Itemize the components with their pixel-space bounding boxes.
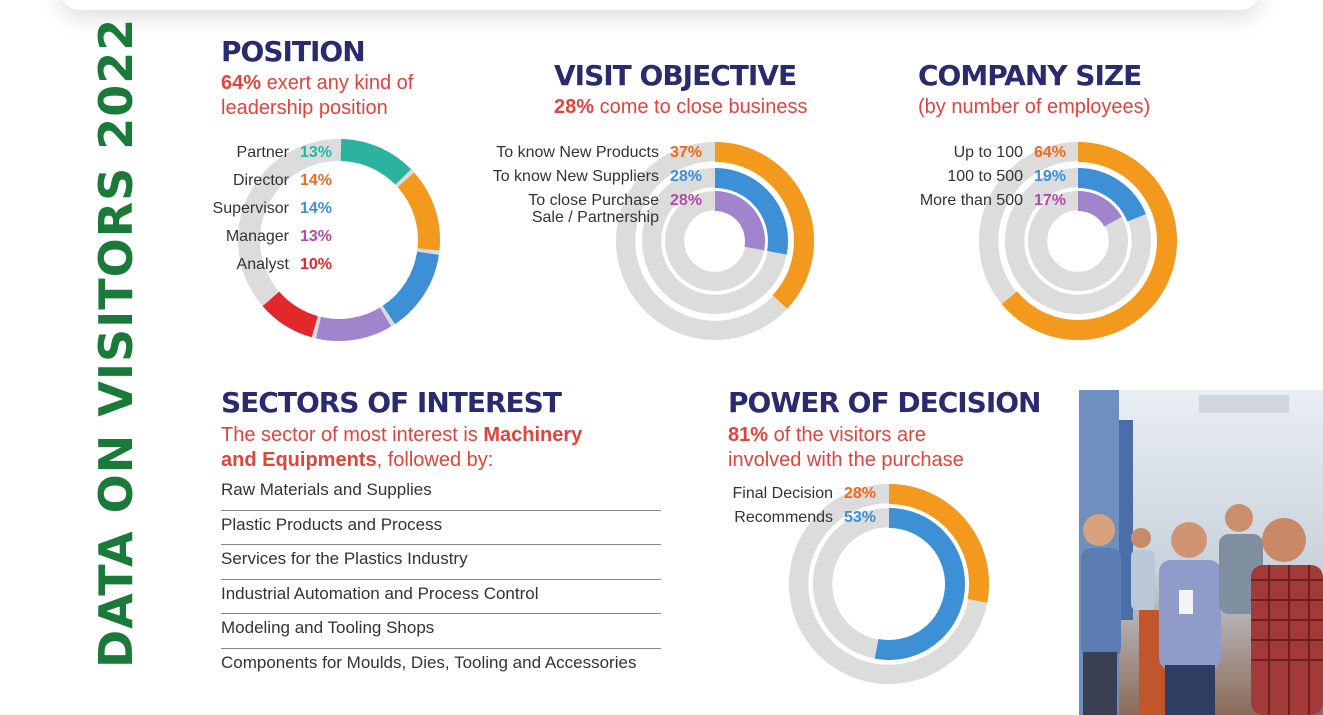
visit-objective-data-label-2: 28% bbox=[670, 192, 702, 209]
position-subtitle-line2: leadership position bbox=[221, 97, 388, 119]
visitors-photo-illustration bbox=[1079, 390, 1323, 715]
company-size-data-label-1: 19% bbox=[1034, 168, 1066, 185]
donut-slice-director bbox=[397, 172, 440, 251]
company-size-data-label-2: 17% bbox=[1034, 192, 1066, 209]
sectors-title: SECTORS OF INTEREST bbox=[221, 386, 562, 419]
donut-slice-analyst bbox=[262, 291, 319, 338]
data-label-supervisor: 14% bbox=[300, 200, 332, 217]
legend-label-director: Director bbox=[233, 172, 290, 189]
data-label-partner: 13% bbox=[300, 144, 332, 161]
power-of-decision-data-label-1: 53% bbox=[844, 509, 876, 526]
company-size-ring-0 bbox=[1001, 142, 1177, 340]
visit-objective-ring-1 bbox=[714, 168, 788, 255]
sectors-list: Raw Materials and Supplies Plastic Produ… bbox=[221, 476, 661, 683]
top-shadow-band bbox=[60, 0, 1260, 10]
power-of-decision-subtitle-line2: involved with the purchase bbox=[728, 449, 964, 471]
donut-slice-partner bbox=[340, 139, 412, 185]
list-item: Raw Materials and Supplies bbox=[221, 476, 661, 511]
position-subtitle-strong: 64% bbox=[221, 72, 262, 94]
company-size-legend-label-1-0: 100 to 500 bbox=[947, 168, 1023, 185]
visit-objective-ring-0 bbox=[714, 142, 814, 309]
data-label-manager: 13% bbox=[300, 228, 332, 245]
visit-objective-subtitle-text: come to close business bbox=[599, 96, 808, 118]
power-of-decision-legend-label-0-0: Final Decision bbox=[733, 485, 833, 502]
data-label-director: 14% bbox=[300, 172, 332, 189]
visit-objective-data-label-0: 37% bbox=[670, 144, 702, 161]
legend-label-supervisor: Supervisor bbox=[213, 200, 290, 217]
legend-label-partner: Partner bbox=[237, 144, 290, 161]
position-subtitle-text1: exert any kind of bbox=[266, 72, 414, 94]
sectors-intro-line2: and Equipments, followed by: bbox=[221, 448, 493, 472]
company-size-legend-label-2-0: More than 500 bbox=[920, 192, 1023, 209]
power-of-decision-ring-1 bbox=[874, 508, 965, 660]
visit-objective-legend-label-2-1: Sale / Partnership bbox=[532, 209, 659, 226]
list-item: Plastic Products and Process bbox=[221, 511, 661, 545]
list-item: Modeling and Tooling Shops bbox=[221, 614, 661, 649]
data-label-analyst: 10% bbox=[300, 256, 332, 273]
list-item: Services for the Plastics Industry bbox=[221, 545, 661, 580]
power-of-decision-ring-0 bbox=[888, 484, 989, 603]
power-of-decision-ring-separator-0 bbox=[808, 503, 970, 665]
list-item: Components for Moulds, Dies, Tooling and… bbox=[221, 652, 637, 672]
power-of-decision-data-label-0: 28% bbox=[844, 485, 876, 502]
power-of-decision-subtitle-line1: 81% of the visitors are bbox=[728, 423, 926, 447]
company-size-title: COMPANY SIZE bbox=[918, 59, 1142, 92]
company-size-ring-separator-1 bbox=[1024, 187, 1132, 295]
sectors-intro-strong1: Machinery bbox=[483, 424, 583, 446]
visit-objective-ring-2 bbox=[714, 191, 765, 251]
visit-objective-title: VISIT OBJECTIVE bbox=[554, 59, 797, 92]
power-of-decision-subtitle-strong: 81% bbox=[728, 424, 769, 446]
power-of-decision-subtitle-text1: of the visitors are bbox=[773, 424, 926, 446]
sectors-intro-text2: , followed by: bbox=[376, 449, 494, 471]
visit-objective-legend-label-1-0: To know New Suppliers bbox=[493, 168, 659, 185]
sectors-intro-text1: The sector of most interest is bbox=[221, 424, 478, 446]
power-of-decision-legend-label-1-0: Recommends bbox=[734, 509, 833, 526]
list-item: Industrial Automation and Process Contro… bbox=[221, 580, 661, 614]
sectors-intro-line1: The sector of most interest is Machinery bbox=[221, 423, 582, 447]
position-title: POSITION bbox=[221, 35, 366, 68]
visit-objective-data-label-1: 28% bbox=[670, 168, 702, 185]
company-size-legend-label-0-0: Up to 100 bbox=[954, 144, 1023, 161]
visitors-photo bbox=[1079, 390, 1323, 715]
legend-label-analyst: Analyst bbox=[237, 256, 290, 273]
power-of-decision-ring-separator-1 bbox=[832, 527, 946, 641]
visit-objective-legend-label-2-0: To close Purchase bbox=[528, 192, 659, 209]
sectors-intro-strong2: and Equipments bbox=[221, 449, 377, 471]
visit-objective-subtitle: 28% come to close business bbox=[554, 95, 807, 119]
company-size-subtitle: (by number of employees) bbox=[918, 96, 1151, 118]
visit-objective-legend-label-0-0: To know New Products bbox=[496, 144, 659, 161]
visit-objective-subtitle-strong: 28% bbox=[554, 96, 595, 118]
donut-slice-manager bbox=[316, 307, 392, 341]
company-size-ring-2 bbox=[1077, 191, 1122, 228]
donut-slice-supervisor bbox=[382, 251, 439, 325]
company-size-data-label-0: 64% bbox=[1034, 144, 1066, 161]
company-size-ring-1 bbox=[1077, 168, 1146, 222]
legend-label-manager: Manager bbox=[226, 228, 290, 245]
power-of-decision-title: POWER OF DECISION bbox=[728, 386, 1041, 419]
position-subtitle-line1: 64% exert any kind of bbox=[221, 71, 413, 95]
